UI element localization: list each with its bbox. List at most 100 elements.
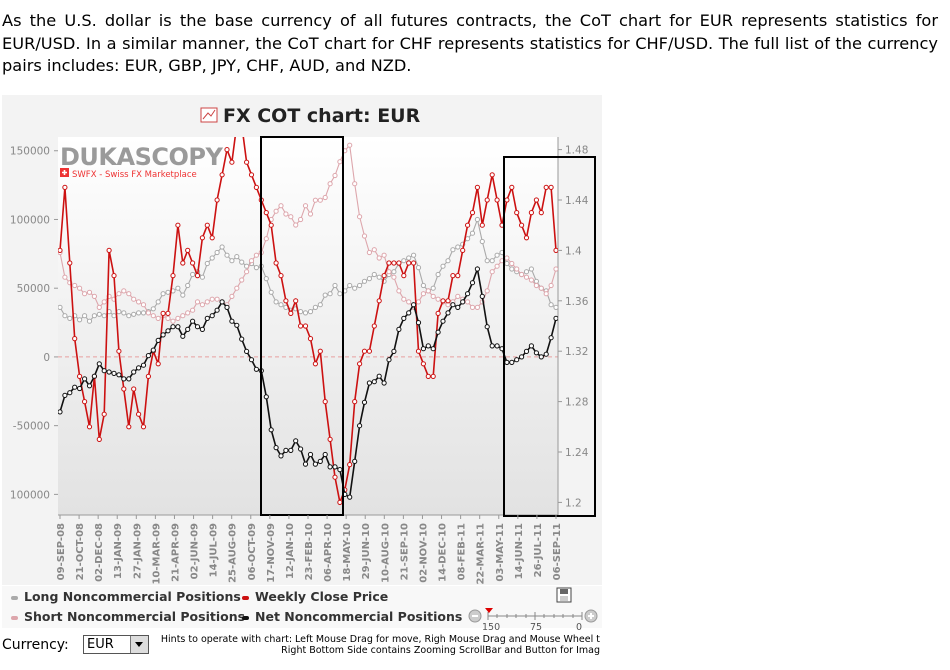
data-point [391, 348, 397, 354]
data-point [533, 282, 540, 289]
data-point [229, 293, 235, 299]
data-point [494, 197, 500, 203]
data-point [253, 184, 259, 191]
data-point [121, 386, 127, 392]
zoom-handle-icon[interactable] [485, 608, 493, 613]
data-point [332, 172, 338, 179]
y-left-tick-label: -50000 [13, 421, 50, 433]
data-point [337, 291, 343, 297]
data-point [185, 247, 191, 253]
data-point [82, 376, 88, 382]
data-point [469, 210, 476, 216]
save-image-icon[interactable] [556, 587, 572, 603]
y-right-tick-label: 1.28 [565, 397, 588, 409]
data-point [145, 353, 151, 359]
data-point [548, 335, 554, 341]
data-point [430, 346, 436, 352]
data-point [111, 273, 117, 279]
legend-item-long[interactable]: Long Noncommercial Positions [11, 589, 241, 604]
data-point [455, 244, 461, 250]
data-point [514, 210, 520, 216]
chart-title: FX COT chart: EUR [223, 105, 421, 127]
data-point [415, 299, 422, 305]
data-point [528, 277, 535, 283]
data-point [332, 282, 338, 289]
data-point [288, 447, 294, 453]
x-tick-label: 14-DEC-10 [438, 523, 449, 582]
data-point [283, 298, 289, 304]
data-point [386, 260, 392, 266]
data-point [484, 288, 490, 294]
data-point [514, 266, 520, 272]
data-point [190, 271, 196, 278]
data-point [126, 424, 132, 430]
data-point [465, 291, 471, 297]
data-point [140, 362, 147, 368]
data-point [229, 159, 235, 165]
data-point [450, 273, 456, 279]
chart-panel[interactable]: FX COT chart: EUR DUKASCOPY SWFX - Swiss… [2, 95, 602, 585]
series-net-noncommercial-positions [58, 265, 558, 500]
data-point [543, 291, 549, 297]
zoom-in-icon[interactable] [584, 609, 598, 623]
dropdown-arrow-icon[interactable] [130, 636, 148, 653]
data-point [62, 313, 68, 319]
zoom-tick-0: 0 [576, 622, 583, 633]
data-point [190, 260, 196, 266]
data-point [307, 211, 314, 217]
chart-legend: Long Noncommercial Positions Weekly Clos… [2, 586, 602, 633]
data-point [199, 235, 205, 241]
data-point [140, 310, 147, 316]
data-point [366, 380, 372, 386]
data-point [327, 181, 333, 187]
data-point [445, 298, 451, 304]
data-point [322, 451, 328, 458]
y-right-tick-label: 1.48 [565, 145, 588, 157]
data-point [479, 293, 485, 299]
legend-swatch-price [242, 595, 249, 600]
data-point [91, 293, 98, 299]
data-point [504, 197, 510, 203]
data-point [357, 214, 363, 220]
legend-item-net[interactable]: Net Noncommercial Positions [242, 609, 462, 624]
data-point [386, 357, 392, 363]
data-point [248, 172, 255, 178]
data-point [58, 304, 63, 310]
data-point [347, 462, 353, 468]
data-point [263, 236, 269, 242]
legend-item-short[interactable]: Short Noncommercial Positions [11, 609, 245, 624]
x-tick-label: 02-NOV-10 [418, 523, 429, 583]
data-point [425, 288, 431, 294]
data-point [121, 288, 127, 294]
data-point [263, 210, 269, 216]
currency-select[interactable]: EUR [83, 635, 149, 654]
data-point [523, 235, 530, 241]
data-point [548, 302, 554, 308]
data-point [273, 299, 279, 305]
x-tick-label: 06-OCT-09 [247, 523, 258, 580]
data-point [209, 313, 215, 319]
data-point [77, 285, 83, 291]
chart-image-icon-glyph [202, 109, 216, 120]
data-point [155, 315, 161, 321]
data-point [278, 453, 284, 459]
y-left-tick-label: 50000 [17, 283, 50, 295]
data-point [307, 309, 314, 315]
x-tick-label: 25-AUG-09 [228, 523, 239, 583]
legend-item-price[interactable]: Weekly Close Price [242, 589, 388, 604]
data-point [415, 320, 422, 326]
zoom-out-icon[interactable] [468, 609, 482, 623]
data-point [244, 269, 250, 275]
data-point [371, 271, 377, 278]
data-point [293, 438, 299, 444]
cot-chart[interactable]: FX COT chart: EUR DUKASCOPY SWFX - Swiss… [2, 95, 602, 585]
data-point [366, 249, 372, 256]
data-point [514, 357, 520, 363]
data-point [411, 252, 417, 258]
data-point [474, 304, 480, 310]
controls-bar: Currency: EUR Hints to operate with char… [0, 630, 610, 670]
data-point [253, 366, 259, 372]
intro-paragraph: As the U.S. dollar is the base currency … [2, 11, 938, 75]
data-point [204, 260, 210, 267]
data-point [386, 269, 392, 275]
